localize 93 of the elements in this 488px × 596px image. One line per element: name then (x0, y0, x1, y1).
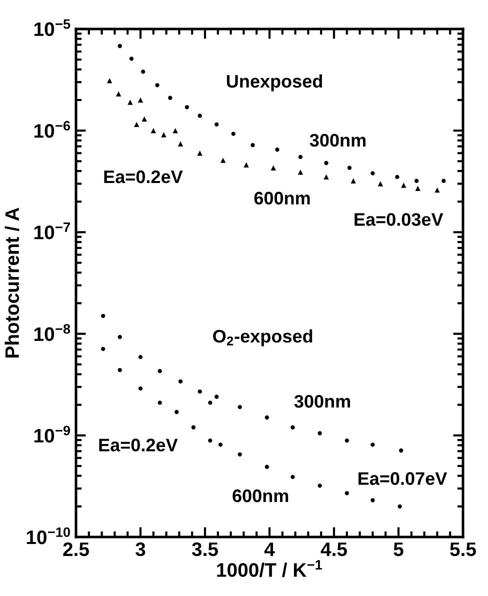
point (238, 452, 242, 456)
point (398, 504, 402, 508)
x-tick-label: 5.5 (450, 542, 476, 556)
point (214, 122, 219, 127)
point (142, 116, 147, 122)
point (101, 314, 106, 318)
y-tick-label: 10$^{−6}$ (34, 120, 70, 138)
point (118, 334, 122, 340)
point (244, 162, 249, 168)
y-tick-label: 10$^{−9}$ (34, 426, 70, 443)
point (270, 165, 276, 170)
point (128, 100, 133, 105)
point (264, 464, 270, 469)
point (414, 178, 419, 183)
point (347, 166, 352, 170)
point (370, 498, 375, 502)
point (208, 438, 212, 443)
point (155, 83, 160, 88)
annotation: Ea=0.2eV (99, 438, 178, 452)
point (318, 431, 322, 436)
point (178, 141, 184, 146)
point (370, 442, 375, 447)
annotation: Unexposed (226, 74, 322, 92)
point (106, 78, 112, 84)
point (250, 143, 255, 148)
point (138, 386, 143, 391)
point (118, 368, 122, 372)
point (161, 132, 166, 138)
point (172, 128, 178, 134)
point (231, 132, 236, 136)
point (344, 491, 349, 496)
point (290, 474, 295, 480)
point (324, 160, 328, 166)
point (344, 438, 349, 443)
point (168, 96, 172, 100)
point (290, 425, 295, 430)
point (370, 171, 375, 176)
y-tick-label: 10$^{−7}$ (34, 222, 70, 240)
point (198, 389, 202, 394)
point (134, 122, 140, 128)
y-tick-label: 10$^{−5}$ (34, 19, 70, 36)
point (178, 379, 183, 384)
point (220, 158, 226, 163)
x-tick-label: 5 (394, 542, 404, 556)
annotation: O$_{2}$-exposed (213, 329, 312, 346)
point (138, 97, 144, 103)
x-tick-label: 3 (136, 542, 146, 556)
x-tick-label: 3.5 (192, 542, 218, 556)
point (398, 448, 404, 453)
point (318, 484, 322, 488)
point (138, 355, 143, 360)
annotation: Ea=0.07eV (358, 472, 448, 485)
annotation: 600nm (254, 192, 310, 205)
y-tick-label: 10$^{−8}$ (34, 324, 70, 342)
x-tick-label: 2.5 (63, 542, 89, 556)
point (150, 128, 156, 134)
point (140, 70, 146, 74)
point (395, 174, 400, 180)
point (198, 114, 202, 118)
annotation: Ea=0.03eV (354, 213, 444, 226)
point (434, 187, 440, 193)
point (298, 170, 304, 175)
point (238, 404, 242, 410)
point (218, 442, 223, 447)
point (208, 400, 212, 405)
point (158, 368, 162, 374)
point (101, 346, 106, 351)
point (214, 394, 219, 399)
x-tick-label: 4.5 (320, 542, 347, 556)
point (118, 44, 122, 48)
point (378, 181, 384, 186)
point (197, 150, 202, 156)
x-axis-title: 1000/T / K$^{−1}$ (217, 560, 322, 578)
point (401, 182, 406, 188)
annotation: 300nm (310, 134, 366, 147)
point (191, 425, 196, 430)
point (158, 400, 162, 405)
annotation: Ea=0.2eV (104, 170, 183, 184)
x-tick-label: 4 (264, 542, 275, 556)
point (275, 148, 280, 152)
point (264, 415, 270, 420)
y-axis-title: Photocurrent / A (4, 208, 20, 358)
point (174, 410, 179, 414)
annotation: 300nm (294, 394, 350, 408)
point (129, 56, 134, 61)
point (116, 91, 122, 96)
point (442, 178, 446, 183)
point (350, 178, 356, 184)
point (415, 186, 420, 191)
point (324, 174, 329, 180)
point (184, 105, 190, 110)
annotation: 600nm (232, 489, 288, 502)
point (298, 154, 303, 160)
